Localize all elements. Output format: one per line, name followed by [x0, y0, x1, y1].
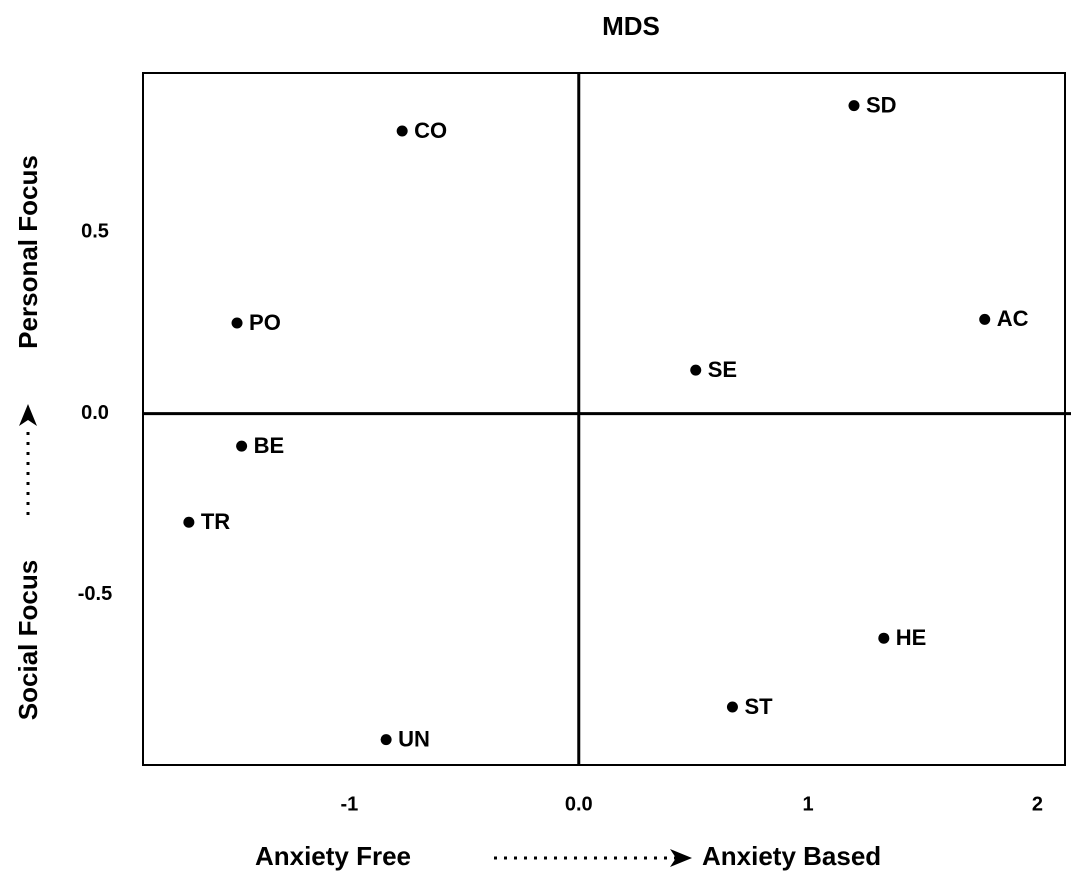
point — [726, 701, 738, 713]
point-label: TR — [201, 509, 230, 534]
point — [878, 632, 890, 644]
point-label: SD — [866, 92, 897, 117]
point-label: BE — [254, 433, 285, 458]
point-label: ST — [744, 694, 773, 719]
point — [690, 364, 702, 376]
y-tick-label: 0.5 — [81, 221, 109, 243]
y-arrow-head — [19, 404, 37, 426]
y-tick-label: -0.5 — [78, 583, 112, 605]
x-tick-label: 2 — [1032, 793, 1043, 815]
point-label: PO — [249, 310, 281, 335]
point — [236, 440, 248, 452]
point-label: AC — [997, 306, 1029, 331]
x-axis-label-left: Anxiety Free — [255, 841, 411, 871]
x-tick-label: -1 — [341, 793, 359, 815]
plot-frame — [142, 72, 1066, 766]
point-label: CO — [414, 118, 447, 143]
point-label: HE — [896, 625, 927, 650]
point-label: UN — [398, 726, 430, 751]
y-axis-label-bottom: Social Focus — [13, 560, 43, 720]
point — [380, 734, 392, 746]
y-axis-label-top: Personal Focus — [13, 155, 43, 349]
point — [396, 125, 408, 137]
y-tick-label: 0.0 — [81, 402, 109, 424]
chart-title: MDS — [602, 11, 660, 41]
point — [848, 100, 860, 112]
x-tick-label: 0.0 — [565, 793, 593, 815]
point — [231, 317, 243, 329]
x-tick-label: 1 — [803, 793, 814, 815]
point-label: SE — [708, 357, 737, 382]
point — [183, 516, 195, 528]
point — [979, 313, 991, 325]
x-arrow-head — [670, 849, 692, 867]
x-axis-label-right: Anxiety Based — [702, 841, 881, 871]
